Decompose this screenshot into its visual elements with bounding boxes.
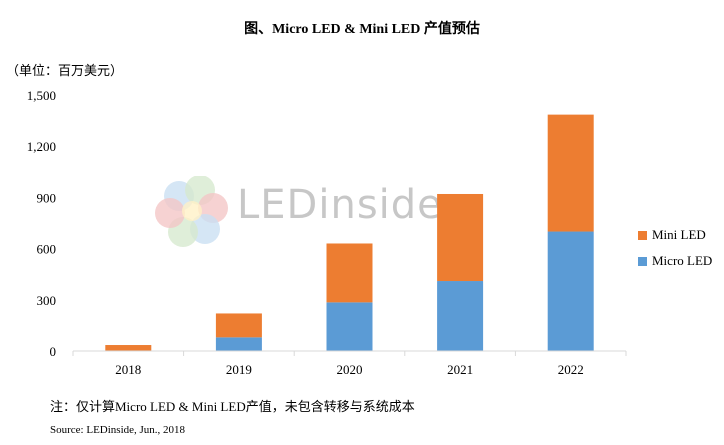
watermark-logo: LEDinside (155, 175, 442, 248)
legend-label-micro: Micro LED (652, 253, 713, 268)
x-tick-label: 2020 (337, 362, 363, 377)
x-tick-label: 2022 (558, 362, 584, 377)
source-line: Source: LEDinside, Jun., 2018 (50, 424, 186, 436)
unit-label: （单位：百万美元） (6, 63, 124, 78)
legend-item-mini: Mini LED (638, 222, 712, 248)
bar-micro-led-2022 (547, 231, 594, 351)
x-tick-label: 2019 (226, 362, 252, 377)
bar-micro-led-2019 (215, 337, 262, 351)
bar-mini-led-2019 (215, 313, 262, 338)
legend-label-mini: Mini LED (652, 227, 706, 242)
y-tick-label: 1,500 (27, 88, 56, 103)
y-tick-label: 900 (37, 190, 57, 205)
y-tick-label: 1,200 (27, 139, 56, 154)
legend-swatch-mini (638, 230, 647, 240)
footnote: 注：仅计算Micro LED & Mini LED产值，未包含转移与系统成本 (50, 399, 415, 414)
chart-title: 图、Micro LED & Mini LED 产值预估 (244, 22, 480, 37)
bar-mini-led-2022 (547, 114, 594, 232)
legend-item-micro: Micro LED (638, 248, 712, 274)
y-tick-label: 300 (37, 293, 57, 308)
legend: Mini LED Micro LED (638, 222, 712, 274)
x-tick-label: 2018 (115, 362, 141, 377)
x-tick-label: 2021 (447, 362, 473, 377)
bar-mini-led-2021 (437, 193, 484, 282)
watermark-flower-icon (155, 175, 228, 247)
bar-mini-led-2018 (105, 345, 152, 351)
bar-mini-led-2020 (326, 243, 373, 303)
y-tick-label: 0 (50, 344, 57, 359)
y-tick-label: 600 (37, 242, 57, 257)
bar-micro-led-2021 (437, 281, 484, 351)
bar-micro-led-2020 (326, 302, 373, 351)
legend-swatch-micro (638, 256, 647, 266)
watermark-text: LEDinside (237, 182, 443, 228)
